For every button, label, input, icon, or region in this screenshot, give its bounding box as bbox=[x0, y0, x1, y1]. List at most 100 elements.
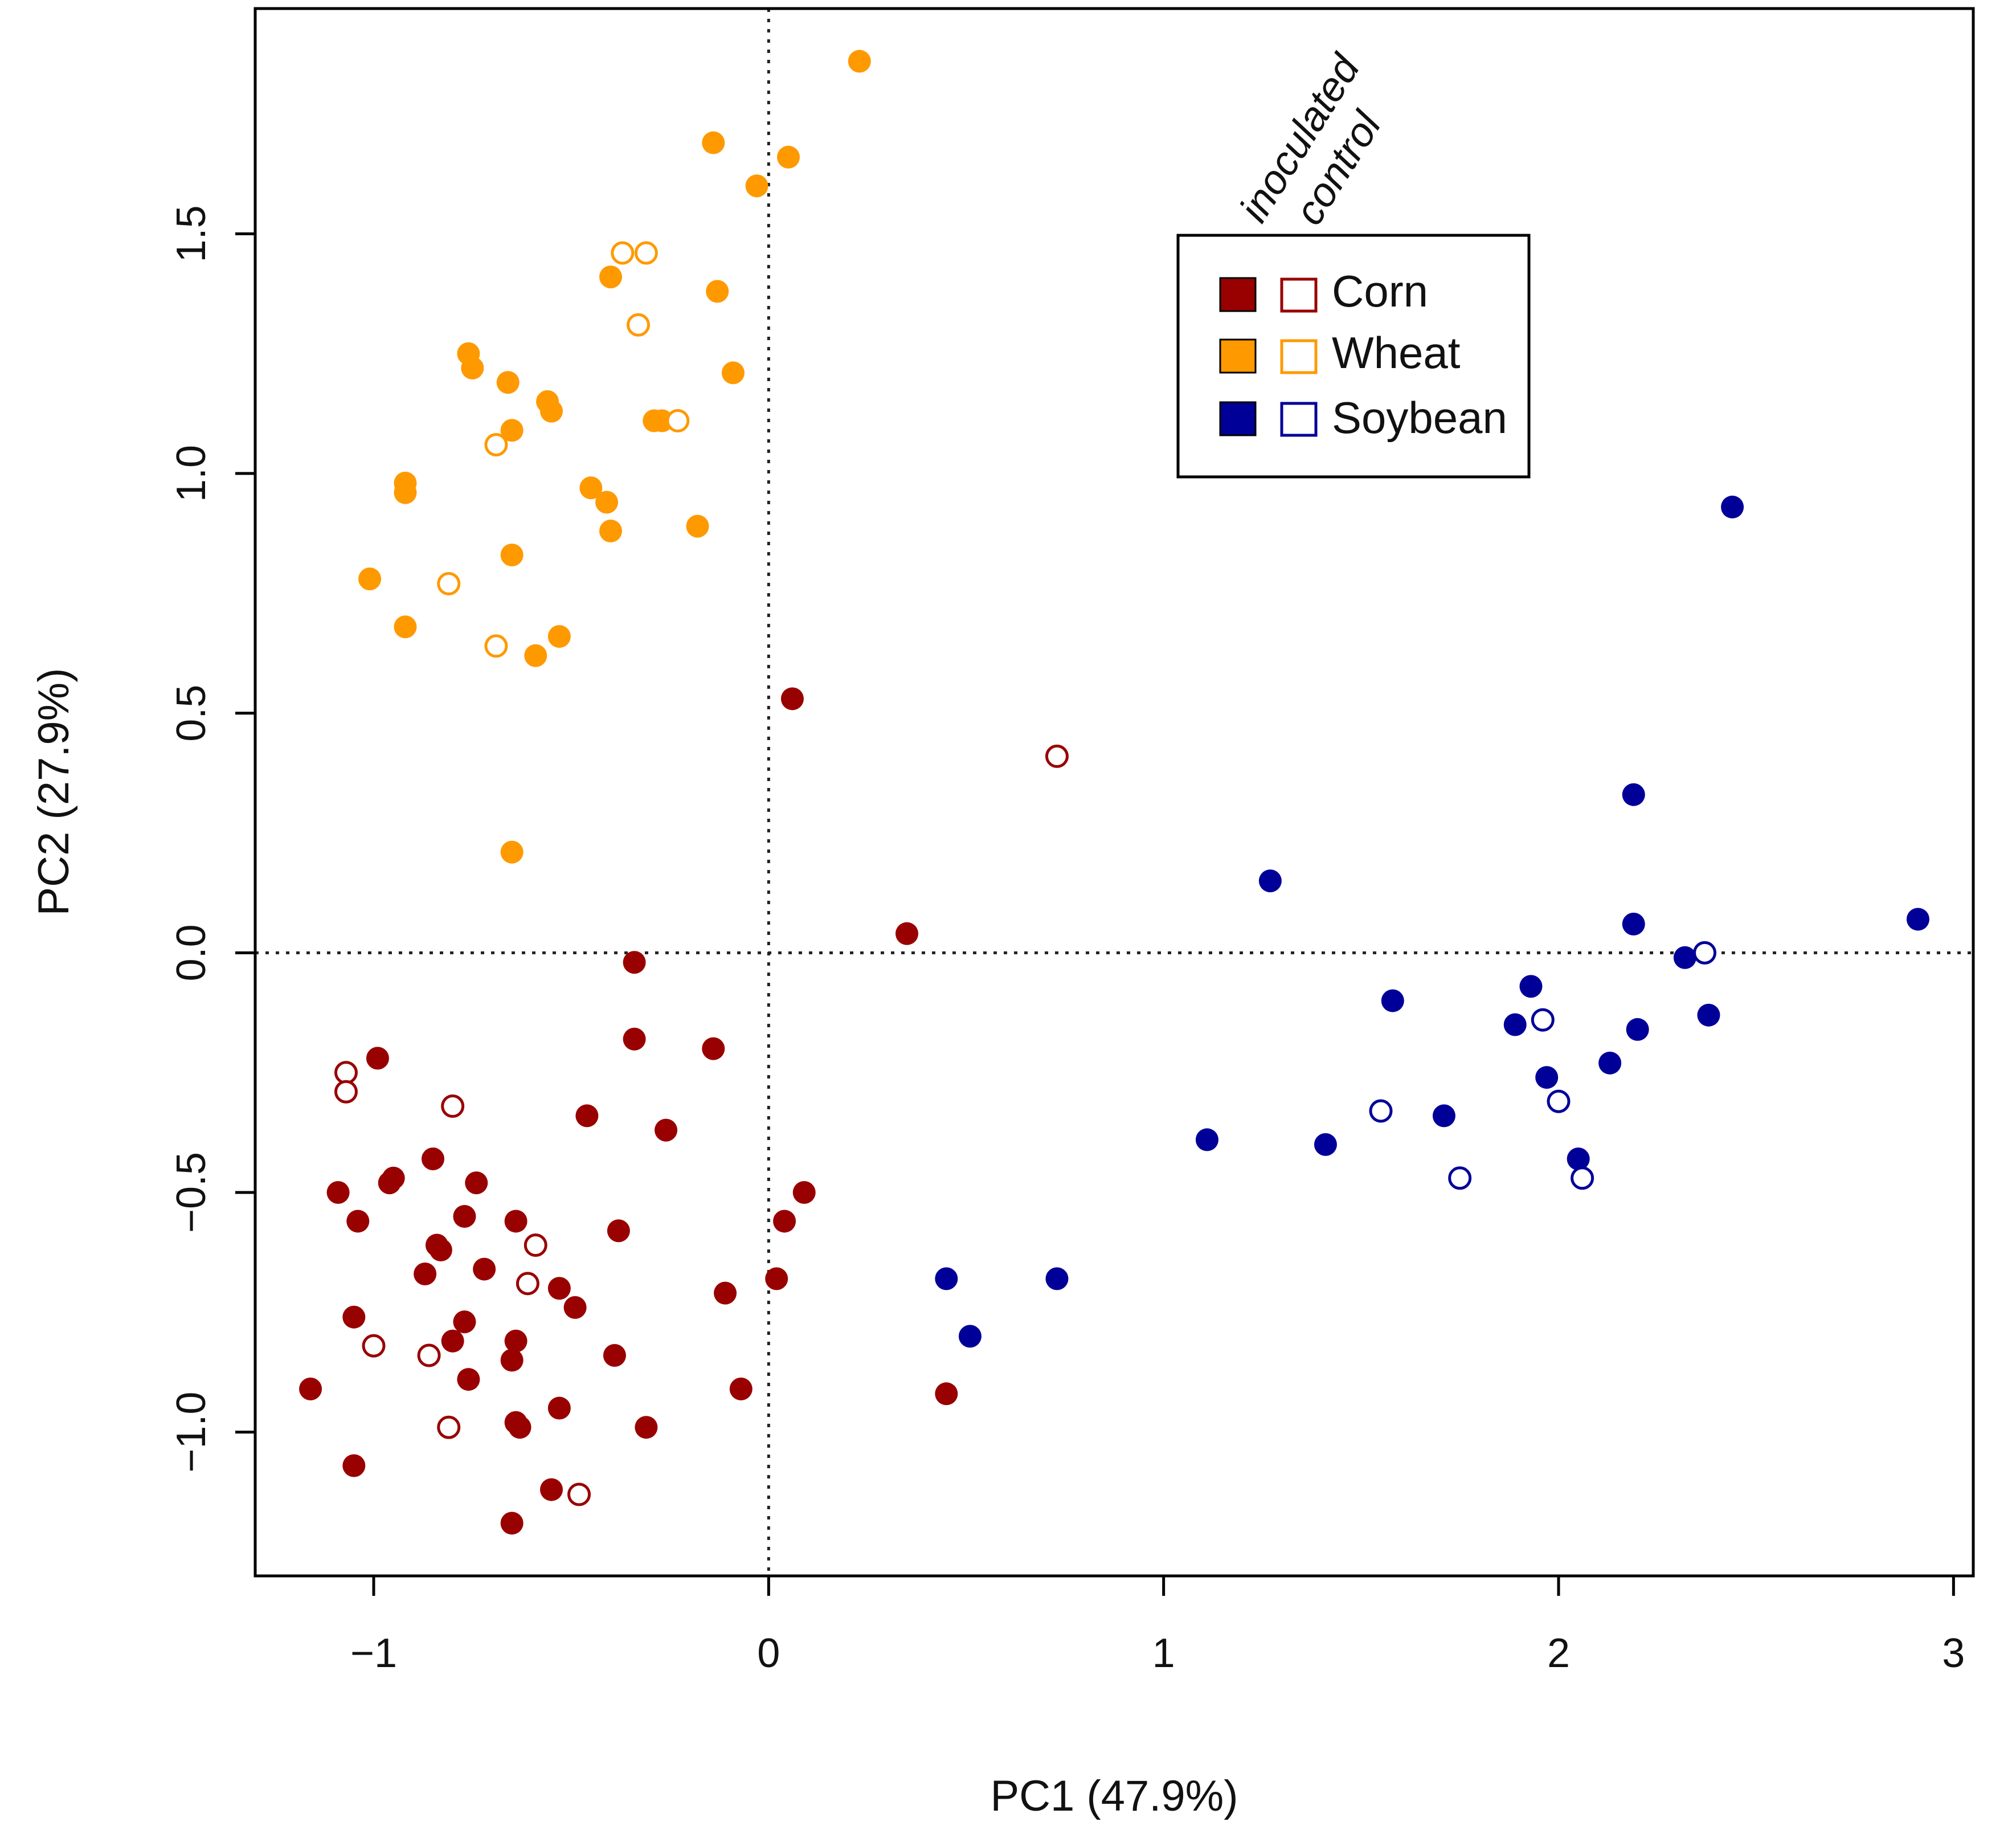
point-soybean-inoculated bbox=[1258, 869, 1282, 893]
point-corn-inoculated bbox=[453, 1310, 476, 1334]
legend-label-wheat: Wheat bbox=[1332, 328, 1461, 378]
data-points bbox=[299, 50, 1929, 1535]
point-corn-inoculated bbox=[504, 1210, 527, 1233]
point-corn-inoculated bbox=[342, 1454, 366, 1477]
point-wheat-inoculated bbox=[461, 356, 484, 379]
point-corn-inoculated bbox=[504, 1329, 527, 1353]
point-soybean-inoculated bbox=[1721, 495, 1744, 518]
point-soybean-inoculated bbox=[1673, 946, 1696, 969]
point-soybean-control bbox=[1531, 1008, 1555, 1032]
point-wheat-inoculated bbox=[706, 280, 729, 303]
point-wheat-inoculated bbox=[579, 476, 603, 500]
x-tick-label: 2 bbox=[1547, 1631, 1570, 1676]
point-soybean-inoculated bbox=[1432, 1104, 1455, 1128]
point-wheat-control bbox=[484, 433, 508, 457]
point-wheat-inoculated bbox=[496, 371, 520, 394]
point-corn-inoculated bbox=[465, 1171, 488, 1195]
point-soybean-inoculated bbox=[1314, 1133, 1337, 1156]
point-corn-inoculated bbox=[326, 1180, 350, 1204]
point-wheat-inoculated bbox=[686, 514, 709, 538]
point-soybean-inoculated bbox=[958, 1325, 982, 1348]
point-corn-inoculated bbox=[935, 1382, 958, 1406]
y-tick-label: −1.0 bbox=[169, 1392, 214, 1473]
point-soybean-inoculated bbox=[1622, 912, 1645, 936]
y-axis-title: PC2 (27.9%) bbox=[30, 668, 78, 916]
point-corn-inoculated bbox=[623, 1027, 646, 1051]
point-corn-control bbox=[334, 1061, 358, 1085]
legend-swatch-soybean-control bbox=[1280, 402, 1318, 437]
point-soybean-inoculated bbox=[1567, 1147, 1590, 1171]
point-wheat-control bbox=[634, 241, 658, 265]
x-axis: −1 0 1 2 3 bbox=[350, 1574, 1965, 1676]
point-corn-inoculated bbox=[895, 922, 918, 945]
y-tick-label: 0.5 bbox=[169, 685, 214, 742]
point-wheat-inoculated bbox=[394, 481, 417, 504]
point-wheat-inoculated bbox=[524, 644, 547, 667]
y-tick-label: 1.5 bbox=[169, 205, 214, 262]
point-corn-inoculated bbox=[702, 1037, 725, 1060]
point-soybean-inoculated bbox=[935, 1267, 958, 1290]
point-soybean-inoculated bbox=[1503, 1013, 1527, 1036]
point-corn-inoculated bbox=[342, 1305, 366, 1329]
point-wheat-inoculated bbox=[721, 361, 745, 385]
point-soybean-inoculated bbox=[1535, 1066, 1559, 1089]
point-corn-inoculated bbox=[414, 1262, 437, 1285]
point-corn-control bbox=[362, 1334, 386, 1358]
legend-swatch-wheat-control bbox=[1280, 339, 1318, 374]
point-soybean-inoculated bbox=[1381, 989, 1404, 1012]
x-tick-label: 0 bbox=[757, 1631, 780, 1676]
legend-swatch-wheat-inoculated bbox=[1219, 338, 1257, 374]
legend-swatch-corn-control bbox=[1280, 277, 1318, 313]
point-corn-control bbox=[516, 1272, 539, 1296]
point-corn-inoculated bbox=[607, 1219, 630, 1243]
x-tick-label: 3 bbox=[1942, 1631, 1965, 1676]
point-corn-inoculated bbox=[473, 1257, 496, 1281]
point-wheat-inoculated bbox=[500, 840, 524, 864]
point-corn-inoculated bbox=[366, 1047, 389, 1070]
point-corn-inoculated bbox=[714, 1281, 737, 1305]
point-corn-inoculated bbox=[547, 1277, 571, 1300]
point-soybean-inoculated bbox=[1622, 783, 1645, 806]
x-axis-title: PC1 (47.9%) bbox=[990, 1772, 1238, 1820]
point-wheat-control bbox=[484, 634, 508, 658]
point-corn-inoculated bbox=[422, 1147, 444, 1171]
point-wheat-inoculated bbox=[702, 131, 725, 154]
legend-swatch-soybean-inoculated bbox=[1219, 401, 1257, 436]
point-wheat-inoculated bbox=[595, 491, 619, 514]
point-soybean-control bbox=[1448, 1166, 1472, 1190]
point-corn-inoculated bbox=[453, 1205, 476, 1228]
point-corn-inoculated bbox=[457, 1368, 480, 1391]
point-wheat-inoculated bbox=[540, 399, 563, 423]
point-wheat-control bbox=[666, 409, 690, 433]
point-corn-inoculated bbox=[540, 1478, 563, 1501]
point-corn-control bbox=[417, 1343, 441, 1367]
point-corn-inoculated bbox=[563, 1296, 587, 1319]
legend-label-corn: Corn bbox=[1332, 266, 1428, 316]
point-corn-inoculated bbox=[792, 1180, 816, 1204]
point-wheat-control bbox=[437, 572, 461, 596]
point-corn-control bbox=[437, 1415, 461, 1439]
point-corn-control bbox=[1045, 744, 1069, 768]
point-soybean-inoculated bbox=[1906, 908, 1929, 931]
point-wheat-control bbox=[627, 313, 651, 337]
point-soybean-inoculated bbox=[1519, 975, 1543, 998]
point-soybean-inoculated bbox=[1045, 1267, 1069, 1290]
y-tick-label: 0.0 bbox=[169, 924, 214, 981]
point-wheat-inoculated bbox=[745, 174, 768, 198]
point-corn-inoculated bbox=[508, 1416, 531, 1439]
point-corn-inoculated bbox=[429, 1238, 452, 1261]
point-wheat-inoculated bbox=[599, 265, 622, 289]
point-corn-inoculated bbox=[655, 1118, 678, 1142]
point-corn-inoculated bbox=[765, 1267, 788, 1290]
point-corn-inoculated bbox=[575, 1104, 599, 1128]
point-soybean-control bbox=[1571, 1166, 1594, 1190]
point-wheat-inoculated bbox=[599, 520, 622, 542]
point-corn-inoculated bbox=[773, 1210, 796, 1233]
point-soybean-inoculated bbox=[1195, 1128, 1218, 1151]
x-tick-label: 1 bbox=[1152, 1631, 1175, 1676]
point-wheat-inoculated bbox=[777, 145, 800, 169]
point-wheat-inoculated bbox=[394, 615, 417, 639]
point-corn-inoculated bbox=[346, 1210, 370, 1233]
point-wheat-inoculated bbox=[848, 50, 871, 73]
